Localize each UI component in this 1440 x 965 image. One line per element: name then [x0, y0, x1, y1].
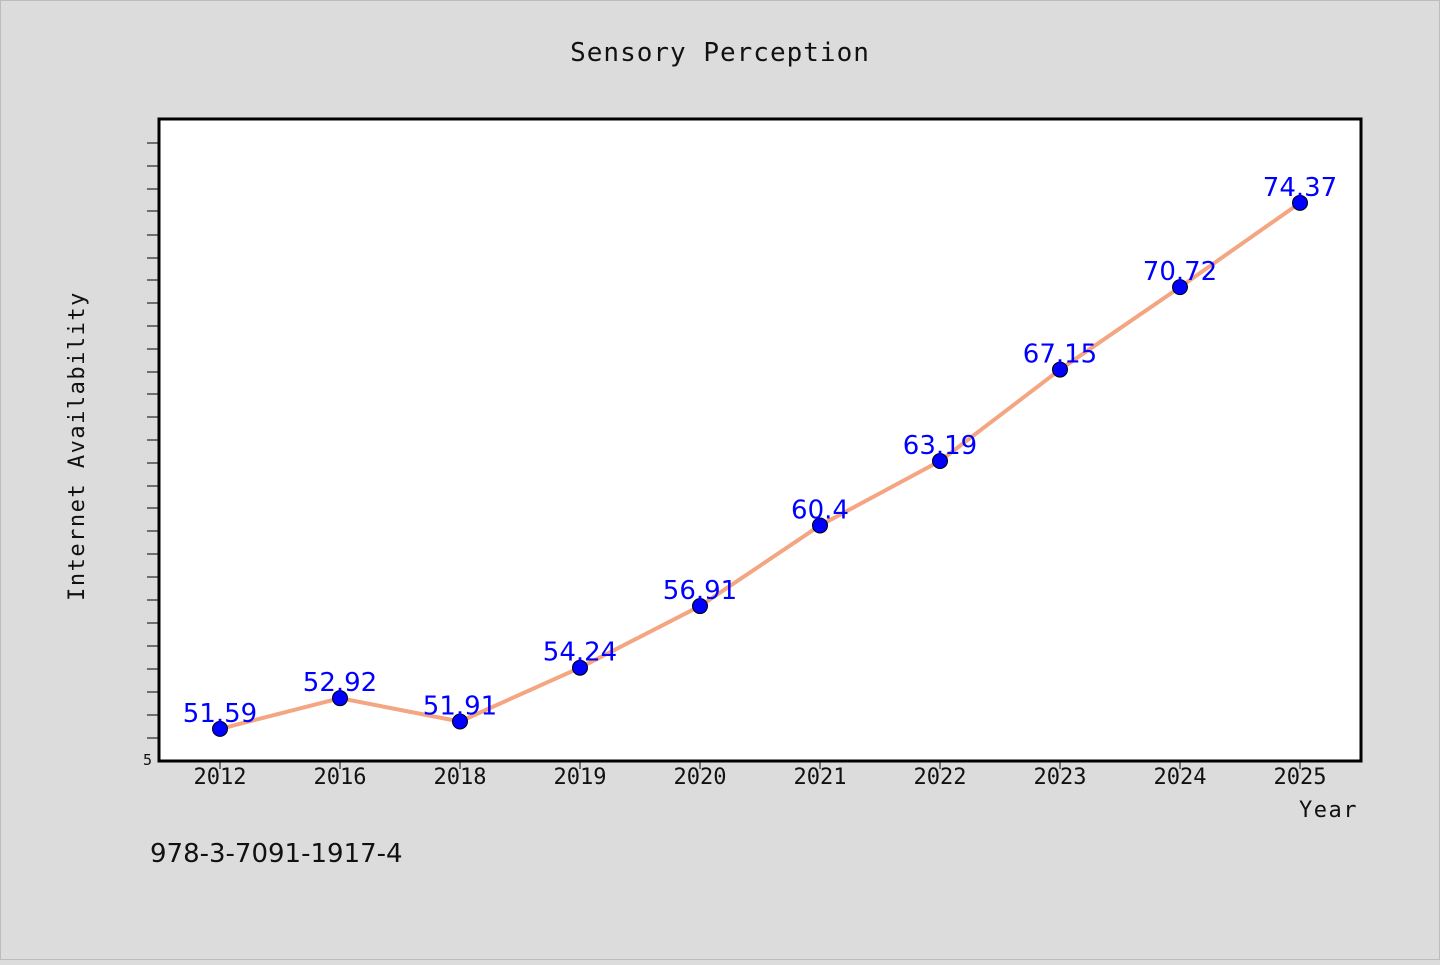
data-point [1052, 361, 1068, 378]
data-point [332, 690, 348, 707]
x-tick-label: 2012 [194, 765, 247, 790]
data-label: 70.72 [1143, 257, 1217, 287]
data-label: 63.19 [903, 431, 977, 461]
data-point [212, 720, 228, 737]
chart-title: Sensory Perception [570, 38, 870, 68]
data-point [812, 517, 828, 534]
plot-area [157, 117, 1363, 763]
footer-isbn: 978-3-7091-1917-4 [150, 839, 403, 869]
series-markers [212, 194, 1308, 737]
x-axis-tick-labels: 2012 2016 2018 2019 2020 2021 2022 2023 2024 2025 [194, 765, 1327, 790]
data-label: 67.15 [1023, 340, 1097, 370]
data-label: 51.91 [423, 692, 497, 722]
x-tick-label: 2020 [674, 765, 727, 790]
data-label: 52.92 [303, 668, 377, 698]
data-label: 56.91 [663, 576, 737, 606]
series-data-labels: 51.59 52.92 51.91 54.24 56.91 60.4 63.19 67.15 7… [183, 173, 1337, 729]
data-point [452, 713, 468, 730]
x-tick-label: 2023 [1034, 765, 1087, 790]
data-label: 54.24 [543, 638, 617, 668]
data-label: 51.59 [183, 699, 257, 729]
x-tick-label: 2018 [434, 765, 487, 790]
series-line [218, 200, 1302, 731]
x-tick-label: 2024 [1154, 765, 1207, 790]
data-point [692, 598, 708, 615]
x-tick-label: 2025 [1274, 765, 1327, 790]
x-tick-label: 2022 [914, 765, 967, 790]
y-axis-label: Internet Availability [65, 291, 90, 601]
series-line-group [218, 200, 1302, 731]
data-point [1292, 194, 1308, 211]
x-tick-label: 2019 [554, 765, 607, 790]
data-point [1172, 279, 1188, 296]
x-axis-label: Year [1299, 798, 1358, 823]
data-point [572, 659, 588, 676]
x-tick-label: 2016 [314, 765, 367, 790]
x-axis-ticks [219, 761, 1301, 769]
y-axis-ticks [147, 142, 159, 739]
data-point [932, 453, 948, 470]
data-label: 74.37 [1263, 173, 1337, 203]
x-tick-label: 2021 [794, 765, 847, 790]
data-label: 60.4 [791, 495, 849, 525]
y-tick-label: 5 [143, 751, 152, 769]
